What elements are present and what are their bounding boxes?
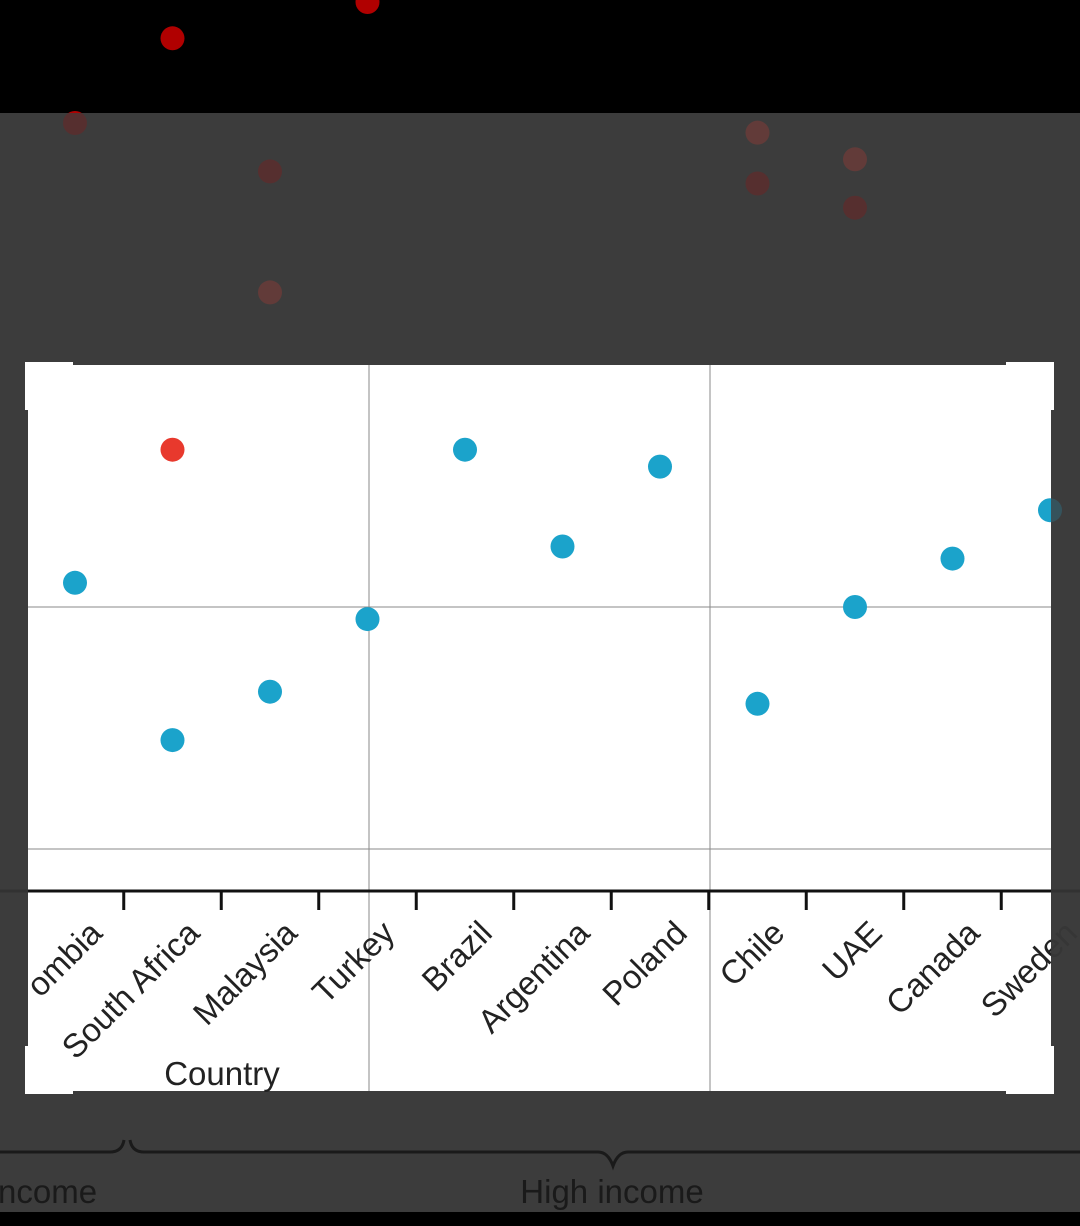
brace-high-income — [128, 1139, 1080, 1171]
chart-gridlines — [28, 365, 1051, 1091]
crop-handle-bottom-right[interactable] — [1006, 1088, 1054, 1094]
income-group-braces — [0, 1139, 1080, 1171]
crop-handle-top-right[interactable] — [1006, 362, 1054, 368]
data-point-series-3 — [843, 595, 867, 619]
crop-handle-bottom-left-v[interactable] — [25, 1046, 31, 1094]
viewer-top-bar — [0, 0, 1080, 113]
data-point-series-3 — [648, 454, 672, 479]
x-axis-title: Country — [164, 1055, 280, 1092]
data-point-series-3 — [550, 534, 575, 559]
brace-low-income — [0, 1139, 126, 1154]
crop-handle-top-left-v[interactable] — [25, 362, 31, 410]
data-point-series-1 — [355, 0, 380, 14]
data-point-series-3 — [940, 546, 965, 571]
crop-handle-top-right-v[interactable] — [1048, 362, 1054, 410]
crop-handle-bottom-right-v[interactable] — [1048, 1046, 1054, 1094]
data-point-series-3 — [258, 679, 282, 704]
crop-frame[interactable] — [28, 365, 1051, 1091]
data-point-series-3 — [63, 570, 87, 595]
data-point-series-3 — [355, 607, 380, 632]
dim-overlay — [0, 113, 1080, 1212]
data-point-series-3 — [160, 728, 185, 753]
data-point-series-3 — [453, 437, 477, 462]
crop-handles[interactable] — [25, 362, 1054, 1094]
crop-handle-top-left[interactable] — [25, 362, 73, 368]
x-axis-ticks — [122, 891, 1003, 910]
data-point-series-3 — [745, 691, 770, 716]
viewer-bottom-bar — [0, 1212, 1080, 1226]
group-label-high-income: High income — [520, 1173, 703, 1210]
data-point-series-1 — [160, 26, 185, 51]
data-point-series-2 — [160, 437, 185, 462]
group-label-low-income: ncome — [0, 1173, 97, 1210]
crop-handle-bottom-left[interactable] — [25, 1088, 73, 1094]
